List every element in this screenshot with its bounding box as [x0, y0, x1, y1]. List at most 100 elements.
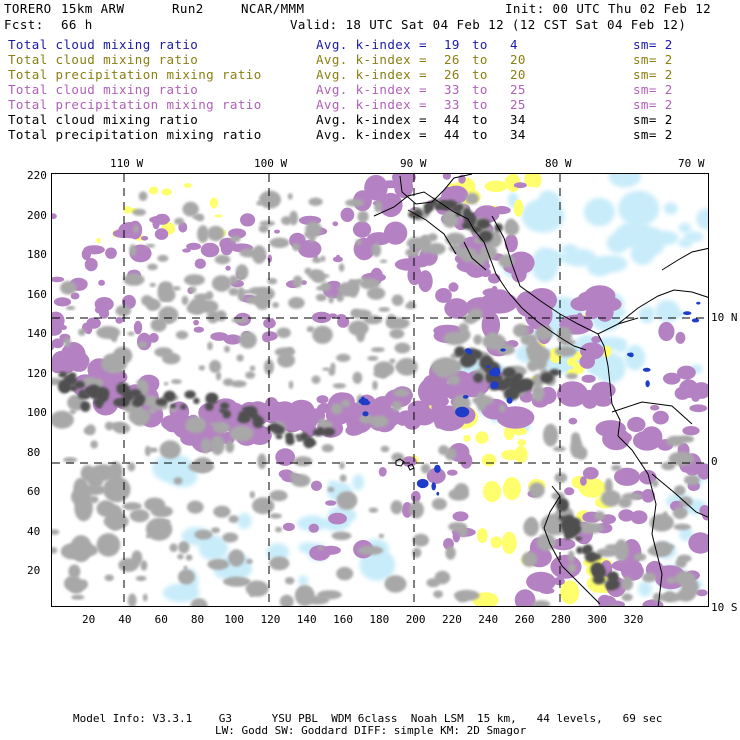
x-tick-label: 80 [190, 613, 205, 626]
y-tick-label: 60 [27, 485, 41, 498]
center-label: NCAR/MMM [241, 1, 305, 16]
gray-cloud-layer [52, 190, 700, 606]
legend-smoothing: sm= 2 [633, 37, 673, 52]
y-tick-label: 40 [27, 524, 41, 538]
x-tick-label: 180 [369, 613, 390, 626]
y-tick-label: 120 [27, 366, 47, 380]
border-5 [651, 473, 708, 518]
valid-time: Valid: 18 UTC Sat 04 Feb 12 (12 CST Sat … [290, 17, 687, 32]
legend-avg-label: Avg. k-index = [316, 52, 427, 67]
y-tick-label: 20 [27, 564, 41, 577]
legend-avg-label: Avg. k-index = [316, 37, 427, 52]
gulf-coast [491, 215, 639, 335]
legend-from-value: 33 [444, 97, 460, 112]
caribbean-coast-east [661, 247, 708, 271]
longitude-label: 90 W [400, 157, 427, 170]
latitude-label: 0 [711, 455, 718, 468]
x-tick-label: 160 [333, 613, 353, 626]
legend-from-value: 26 [444, 67, 460, 82]
legend-from-value: 33 [444, 82, 460, 97]
yucatan-coast [399, 174, 473, 205]
legend-smoothing: sm= 2 [633, 97, 673, 112]
legend-avg-label: Avg. k-index = [316, 82, 427, 97]
model-name: TORERO [4, 1, 52, 16]
legend-to-value: 34 [510, 127, 526, 142]
x-tick-label: 200 [405, 613, 426, 626]
map-canvas [52, 174, 708, 606]
legend-to-value: 34 [510, 112, 526, 127]
x-tick-label: 140 [296, 613, 317, 626]
legend-avg-label: Avg. k-index = [316, 67, 427, 82]
y-tick-label: 180 [27, 248, 47, 261]
legend-field-name: Total precipitation mixing ratio [8, 97, 262, 112]
x-tick-label: 60 [154, 613, 168, 626]
legend-avg-label: Avg. k-index = [316, 127, 427, 142]
y-tick-label: 80 [27, 445, 41, 459]
legend-to-value: 20 [510, 67, 526, 82]
border-2 [463, 241, 487, 271]
x-tick-label: 40 [118, 613, 132, 626]
dark-blue-cloud-layer [358, 301, 701, 496]
coastline-outlines [373, 174, 708, 606]
legend-avg-label: Avg. k-index = [316, 112, 427, 127]
lat-lon-grid [52, 174, 708, 606]
south-america-west-coast [543, 485, 601, 605]
legend-field-name: Total precipitation mixing ratio [8, 127, 262, 142]
legend-from-value: 19 [444, 37, 460, 52]
legend-smoothing: sm= 2 [633, 112, 673, 127]
legend-from-value: 44 [444, 112, 460, 127]
forecast-hours: 66 h [61, 17, 93, 32]
longitude-label: 80 W [545, 157, 572, 170]
run-label: Run2 [172, 1, 204, 16]
legend-smoothing: sm= 2 [633, 52, 673, 67]
init-time: Init: 00 UTC Thu 02 Feb 12 [505, 1, 712, 16]
border-4 [617, 435, 663, 606]
map-panel [51, 173, 709, 607]
venezuela-coast [617, 289, 708, 325]
legend-from-value: 44 [444, 127, 460, 142]
latitude-label: 10 S [711, 601, 738, 614]
legend-to-value: 4 [510, 37, 518, 52]
legend-to-value: 20 [510, 52, 526, 67]
legend-field-name: Total cloud mixing ratio [8, 112, 199, 127]
northern-south-america-coast [597, 333, 621, 437]
longitude-label: 70 W [678, 157, 705, 170]
x-tick-label: 220 [442, 613, 462, 626]
y-tick-label: 140 [27, 327, 47, 340]
grid-resolution: 15km ARW [61, 1, 125, 16]
border-1 [407, 209, 457, 255]
mexico-central-america-coast [373, 191, 587, 351]
x-tick-label: 260 [514, 613, 535, 626]
legend-avg-label: Avg. k-index = [316, 97, 427, 112]
x-tick-label: 300 [587, 613, 608, 626]
x-tick-label: 120 [260, 613, 281, 626]
y-tick-label: 160 [27, 287, 47, 301]
model-info-line2: LW: Godd SW: Goddard DIFF: simple KM: 2D… [215, 724, 527, 737]
legend-to-word: to [472, 82, 488, 97]
x-tick-label: 320 [623, 613, 644, 626]
legend-smoothing: sm= 2 [633, 67, 673, 82]
x-tick-label: 20 [82, 613, 96, 626]
x-tick-label: 100 [224, 613, 245, 626]
legend-smoothing: sm= 2 [633, 127, 673, 142]
legend-to-word: to [472, 67, 488, 82]
y-tick-label: 100 [27, 406, 47, 419]
legend-to-word: to [472, 52, 488, 67]
y-tick-label: 200 [27, 208, 47, 222]
legend-field-name: Total cloud mixing ratio [8, 37, 199, 52]
longitude-label: 110 W [110, 157, 144, 170]
legend-to-word: to [472, 127, 488, 142]
legend-to-word: to [472, 112, 488, 127]
longitude-label: 100 W [254, 157, 288, 170]
legend-to-word: to [472, 37, 488, 52]
legend-smoothing: sm= 2 [633, 82, 673, 97]
model-info-line1: Model Info: V3.3.1 G3 YSU PBL WDM 6class… [73, 712, 663, 725]
legend-field-name: Total cloud mixing ratio [8, 82, 199, 97]
forecast-label: Fcst: [4, 17, 44, 32]
border-3 [611, 401, 693, 425]
legend-field-name: Total precipitation mixing ratio [8, 67, 262, 82]
legend-field-name: Total cloud mixing ratio [8, 52, 199, 67]
legend-to-value: 25 [510, 82, 526, 97]
y-tick-label: 220 [27, 169, 47, 182]
legend-to-value: 25 [510, 97, 526, 112]
